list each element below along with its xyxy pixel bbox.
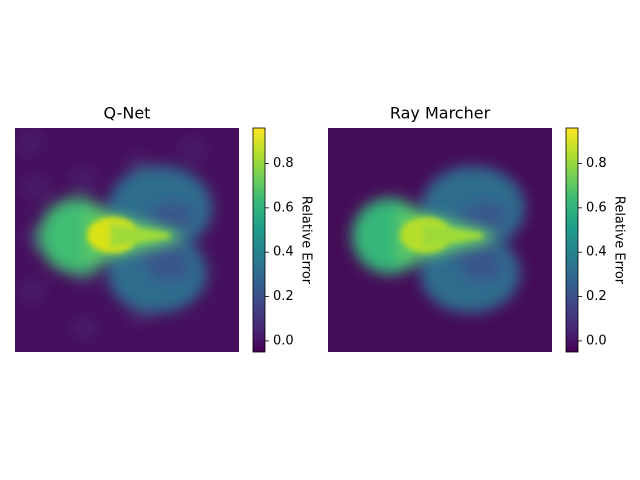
hot-tail — [110, 223, 170, 248]
colorbar — [252, 127, 266, 353]
colorbar-label: Relative Error — [299, 196, 314, 285]
wing-inner — [151, 202, 195, 230]
heatmap-image — [15, 128, 239, 352]
colorbar-tick-label: 0.0 — [586, 333, 607, 348]
colorbar-tick-label: 0.6 — [586, 200, 607, 215]
colorbar-tick-label: 0.8 — [273, 156, 294, 171]
chart-title: Ray Marcher — [390, 104, 491, 123]
colorbar-tick-label: 0.8 — [586, 156, 607, 171]
noise — [20, 279, 44, 303]
colorbar-tick-label: 0.2 — [586, 289, 607, 304]
hot-tail — [423, 223, 483, 248]
colorbar — [565, 127, 579, 353]
heatmap-core — [400, 217, 483, 253]
noise — [24, 175, 48, 199]
colorbar-tick-label: 0.2 — [273, 289, 294, 304]
colorbar-tick-label: 0.6 — [273, 200, 294, 215]
wing-inner — [148, 254, 192, 282]
heatmap-core — [87, 217, 170, 253]
heatmap-image — [328, 128, 552, 352]
noise — [73, 316, 97, 340]
noise — [71, 168, 95, 192]
colorbar-tick-label: 0.4 — [586, 245, 607, 260]
wing-inner — [461, 254, 505, 282]
noise — [18, 131, 42, 155]
wing-inner — [464, 202, 508, 230]
colorbar-label: Relative Error — [612, 196, 627, 285]
noise — [181, 138, 205, 162]
chart-title: Q-Net — [104, 104, 151, 123]
colorbar-tick-label: 0.4 — [273, 245, 294, 260]
colorbar-tick-label: 0.0 — [273, 333, 294, 348]
